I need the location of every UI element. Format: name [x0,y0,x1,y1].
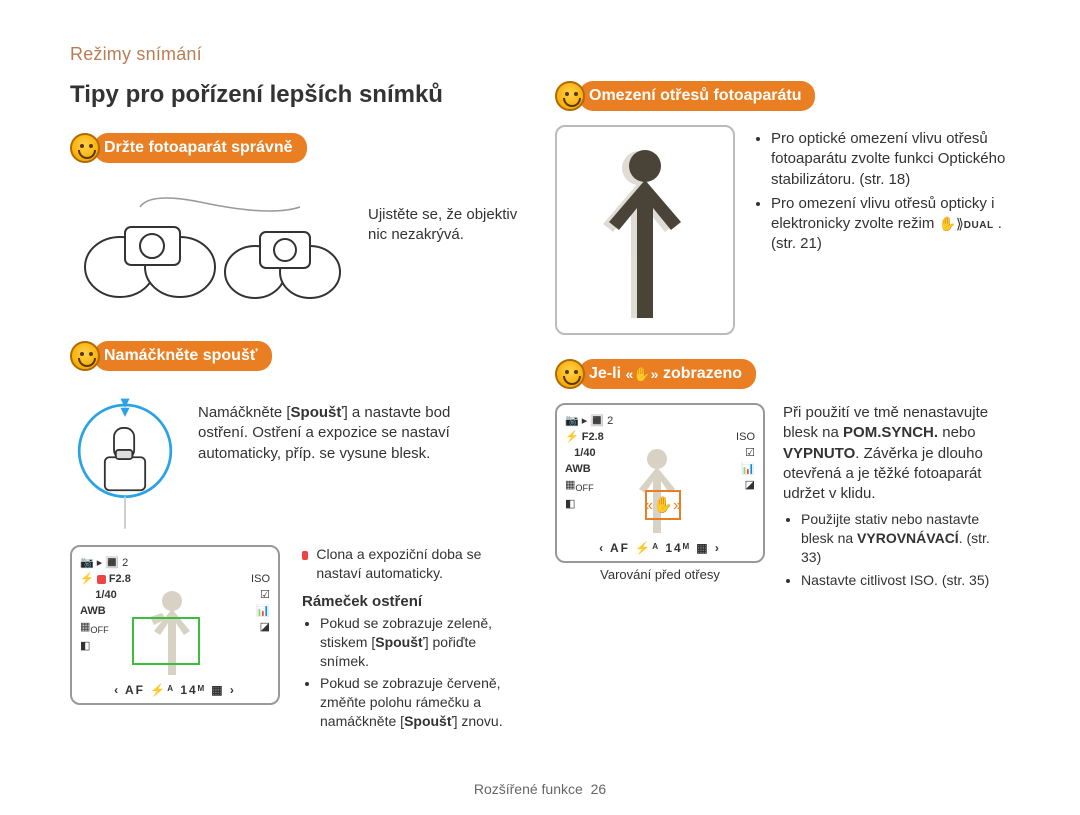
section-label: Režimy snímání [70,44,1010,65]
right-column: Omezení otřesů fotoaparátu [555,81,1010,735]
shake-warning-box: «✋» [645,490,681,520]
lcd-preview-left: 📷 ▸ 🔳 2 ⚡ F2.8 1/40 AWB ▦OFF ◧ ISO☑📊◪ [70,545,280,705]
hold-tip-line2: nic nezakrývá. [368,226,464,243]
badge-hold-camera: Držte fotoaparát správně [70,133,525,163]
badge-reduce-shake: Omezení otřesů fotoaparátu [555,81,1010,111]
lcd-right-icons: ISO☑📊◪ [251,555,270,635]
page-footer: Rozšířené funkce 26 [0,781,1080,797]
lcd-preview-right: 📷 ▸ 🔳 2 ⚡ F2.8 1/40 AWB ▦OFF ◧ ISO☑📊◪ [555,403,765,563]
hand-shake-icon: «✋» [625,366,658,382]
lcd-bottom-bar: ‹ AF ⚡ᴬ 14ᴹ ▦ › [72,683,278,697]
lcd-left-icons: 📷 ▸ 🔳 2 ⚡ F2.8 1/40 AWB ▦OFF ◧ [80,555,131,654]
focus-box-green [132,617,200,665]
lcd-left-icons: 📷 ▸ 🔳 2 ⚡ F2.8 1/40 AWB ▦OFF ◧ [565,413,613,512]
hand-shake-icon: ✋⟫ [939,216,964,232]
badge4-pre: Je-li [589,365,621,382]
footer-page-number: 26 [591,781,607,797]
smiley-icon [555,359,585,389]
callout-dot-icon [302,551,308,560]
smiley-icon [70,341,100,371]
lcd-bottom-bar: ‹ AF ⚡ᴬ 14ᴹ ▦ › [557,541,763,555]
sub-bullet-tripod: Použijte stativ nebo nastavte blesk na V… [801,510,1010,567]
reduce-shake-bullets: Pro optické omezení vlivu otřesů fotoapa… [753,125,1010,259]
smiley-icon [70,133,100,163]
bold-shutter-1: Spoušť [291,404,344,421]
badge-reduce-shake-label: Omezení otřesů fotoaparátu [579,81,815,111]
illustration-half-press [70,385,180,535]
page-title: Tipy pro pořízení lepších snímků [70,81,525,109]
shake-bullet-dual: Pro omezení vlivu otřesů opticky i elekt… [771,194,1010,255]
badge-half-press: Namáčkněte spoušť [70,341,525,371]
hold-tip-line1: Ujistěte se, že objektiv [368,206,517,223]
focus-frame-heading: Rámeček ostření [302,593,525,610]
half-press-text: Namáčkněte [Spoušť] a nastavte bod ostře… [198,385,468,464]
badge-shake-warning-label: Je-li «✋» zobrazeno [579,359,756,389]
footer-label: Rozšířené funkce [474,781,583,797]
badge4-post: zobrazeno [663,365,742,382]
illustration-hold-camera [70,177,350,317]
lcd-shake-caption: Varování před otřesy [555,567,765,582]
badge-shake-warning: Je-li «✋» zobrazeno [555,359,1010,389]
lcd-right-icons: ISO☑📊◪ [736,413,755,493]
badge-half-press-label: Namáčkněte spoušť [94,341,272,371]
sub-bullet-iso: Nastavte citlivost ISO. (str. 35) [801,571,1010,590]
hold-camera-tip: Ujistěte se, že objektiv nic nezakrývá. [368,177,517,246]
illustration-blur-person [555,125,735,335]
shake-bullet-ois: Pro optické omezení vlivu otřesů fotoapa… [771,129,1010,190]
aperture-note: Clona a expoziční doba se nastaví automa… [316,545,525,583]
badge-hold-camera-label: Držte fotoaparát správně [94,133,307,163]
left-column: Tipy pro pořízení lepších snímků Držte f… [70,81,525,735]
focus-bullet-green: Pokud se zobrazuje zeleně, stiskem [Spou… [320,614,525,671]
smiley-icon [555,81,585,111]
hand-shake-icon: «✋» [644,495,682,515]
focus-bullet-red: Pokud se zobrazuje červeně, změňte poloh… [320,674,525,731]
dual-mode-label: DUAL [964,220,994,231]
flash-warning-text: Při použití ve tmě nenastavujte blesk na… [783,403,1010,504]
focus-frame-bullets: Pokud se zobrazuje zeleně, stiskem [Spou… [302,614,525,731]
flash-sub-bullets: Použijte stativ nebo nastavte blesk na V… [783,510,1010,590]
